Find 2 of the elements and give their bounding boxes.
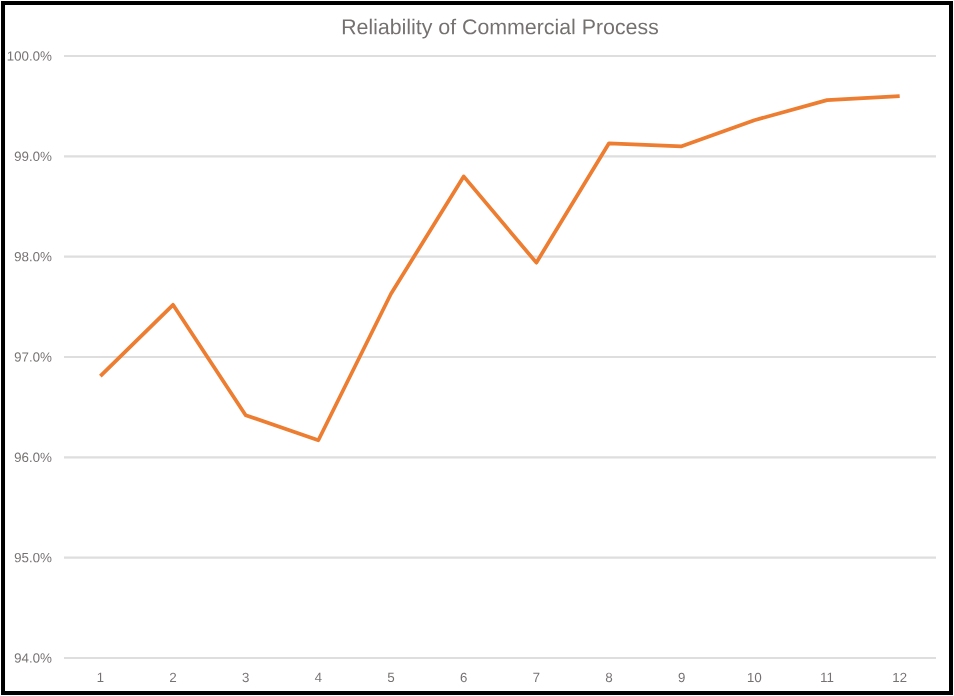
line-series xyxy=(98,94,902,443)
chart-title: Reliability of Commercial Process xyxy=(342,18,659,39)
